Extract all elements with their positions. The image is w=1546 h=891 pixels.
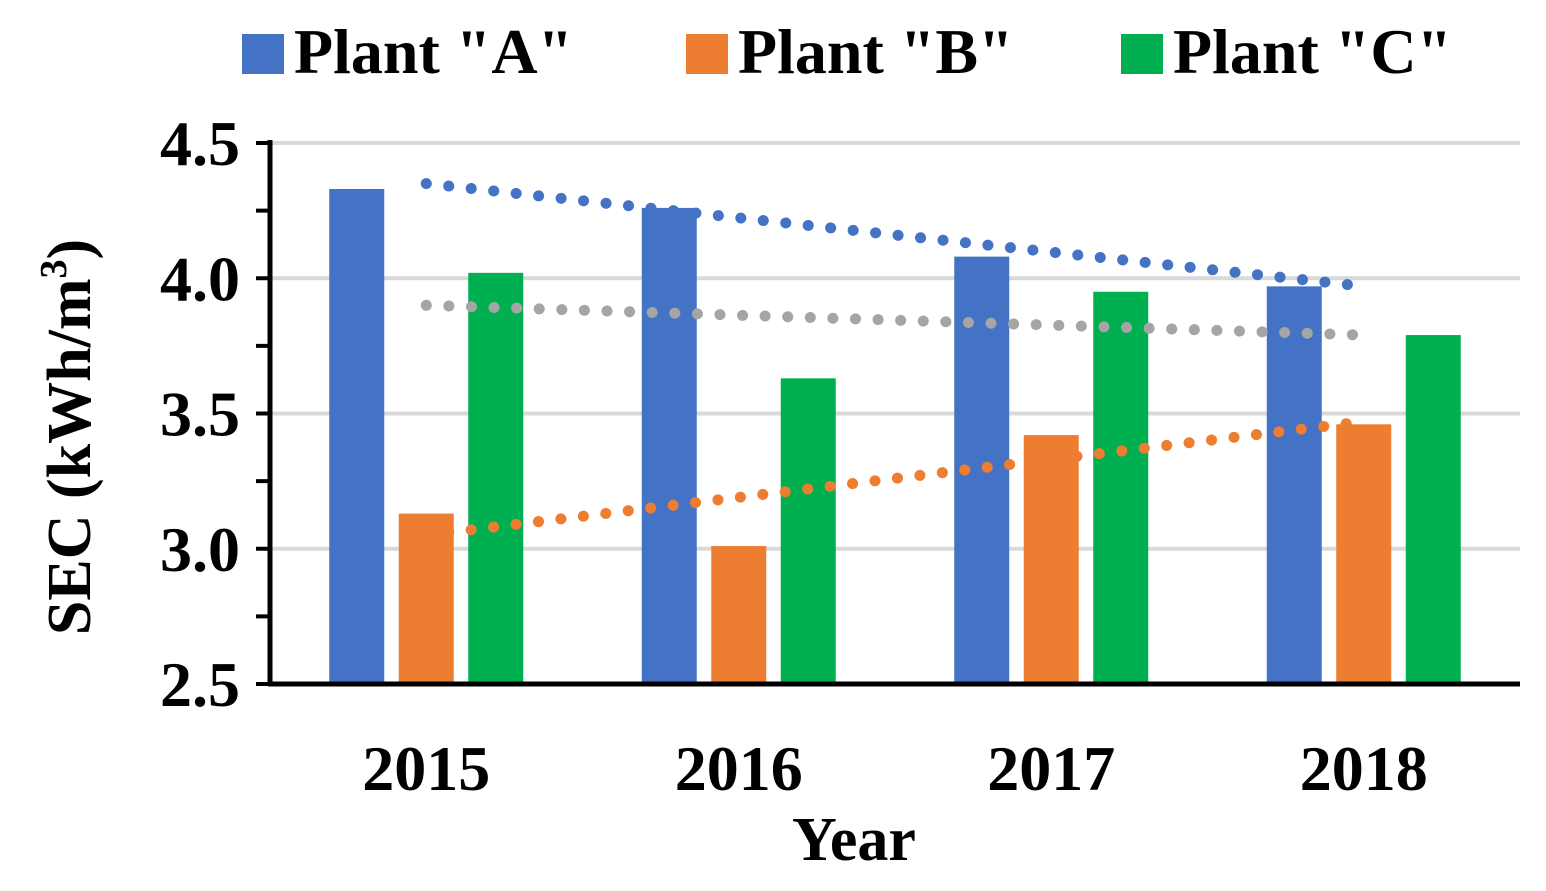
legend-swatch — [1121, 34, 1163, 74]
x-tick-labels: 2015 2016 2017 2018 — [362, 733, 1428, 804]
y-axis-title: SEC (kWh/m3) — [33, 239, 104, 635]
trendline-2 — [420, 416, 1370, 541]
y-axis-title-superscript: 3 — [33, 260, 75, 279]
trendline-1 — [420, 178, 1370, 292]
trendline-3 — [420, 299, 1370, 341]
y-tick-label: 3.0 — [160, 514, 240, 585]
y-tick-label: 4.0 — [160, 243, 240, 314]
bar-2017-series-3 — [1093, 291, 1149, 684]
axes — [256, 140, 1520, 687]
bar-2016-series-3 — [780, 378, 836, 684]
legend-label: Plant "B" — [738, 16, 1014, 87]
x-axis-title: Year — [792, 806, 916, 874]
bar-2015-series-3 — [468, 272, 524, 684]
gridlines — [270, 141, 1520, 551]
legend-label: Plant "C" — [1173, 16, 1452, 87]
trendlines — [420, 178, 1370, 541]
bars — [329, 188, 1461, 685]
bar-2018-series-3 — [1405, 335, 1461, 684]
x-tick-label: 2017 — [987, 733, 1115, 804]
x-tick-label: 2015 — [362, 733, 490, 804]
bar-2018-series-2 — [1336, 424, 1392, 684]
legend-label: Plant "A" — [294, 16, 573, 87]
x-tick-label: 2018 — [1300, 733, 1428, 804]
y-axis-title-main: SEC (kWh/m — [36, 279, 104, 636]
bar-2015-series-1 — [329, 188, 385, 685]
bar-2017-series-2 — [1023, 435, 1079, 684]
bar-2018-series-1 — [1266, 286, 1322, 684]
y-tick-label: 3.5 — [160, 379, 240, 450]
bar-2016-series-2 — [711, 546, 767, 684]
legend-swatch — [242, 34, 284, 74]
y-tick-label: 4.5 — [160, 108, 240, 179]
y-axis-title-close: ) — [36, 239, 104, 260]
legend: Plant "A" Plant "B" Plant "C" — [242, 16, 1452, 87]
x-tick-label: 2016 — [675, 733, 803, 804]
legend-swatch — [686, 34, 728, 74]
y-tick-labels: 2.5 3.0 3.5 4.0 4.5 — [160, 108, 240, 720]
bar-2016-series-1 — [641, 207, 697, 685]
y-tick-label: 2.5 — [160, 649, 240, 720]
bar-2015-series-2 — [398, 513, 454, 684]
